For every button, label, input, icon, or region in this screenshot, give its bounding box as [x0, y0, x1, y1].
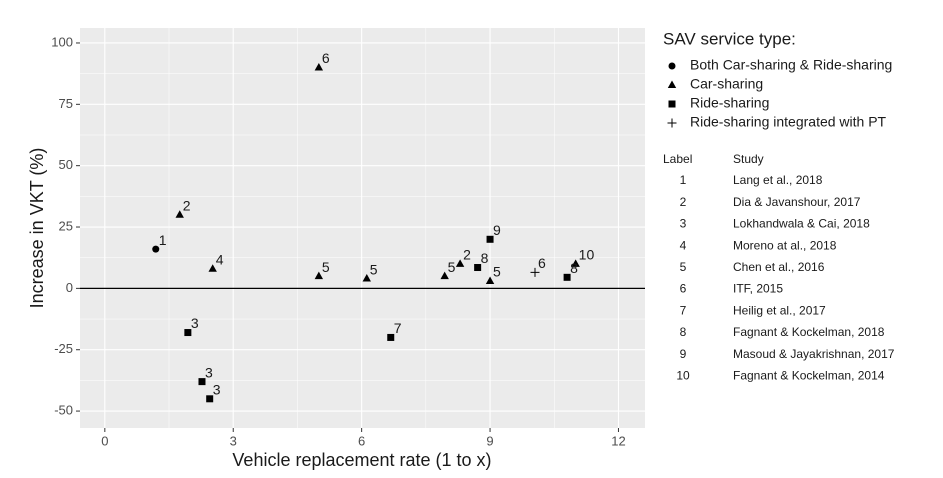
point [184, 329, 192, 337]
y-tick-label: 100 [51, 34, 73, 49]
table-cell: 4 [680, 238, 687, 252]
point-label: 5 [493, 264, 501, 280]
point-label: 10 [579, 247, 595, 263]
table-cell: 1 [680, 173, 687, 187]
point [486, 235, 494, 243]
table-cell: Fagnant & Kockelman, 2018 [733, 325, 885, 339]
point [314, 63, 324, 71]
point-label: 2 [463, 247, 471, 263]
table-cell: 2 [680, 195, 687, 209]
point-label: 3 [213, 382, 221, 398]
table-cell: Lokhandwala & Cai, 2018 [733, 217, 870, 231]
point [563, 273, 571, 281]
table-cell: Lang et al., 2018 [733, 173, 823, 187]
point [362, 274, 371, 282]
y-axis-title: Increase in VKT (%) [27, 148, 47, 309]
x-tick-label: 9 [486, 433, 493, 448]
point [387, 333, 395, 341]
table-cell: Fagnant & Kockelman, 2014 [733, 368, 885, 382]
table-cell: 10 [676, 368, 690, 382]
point-label: 5 [322, 259, 330, 275]
point-label: 8 [570, 260, 578, 276]
x-axis-title: Vehicle replacement rate (1 to x) [232, 450, 491, 470]
point [206, 395, 214, 403]
x-tick-label: 3 [230, 433, 237, 448]
point-label: 6 [538, 255, 546, 271]
legend-title: SAV service type: [663, 29, 796, 48]
table-cell: Moreno at al., 2018 [733, 238, 837, 252]
table-cell: 6 [680, 282, 687, 296]
point-label: 5 [370, 261, 378, 277]
point-label: 2 [183, 197, 191, 213]
point-label: 5 [448, 259, 456, 275]
point [198, 378, 206, 386]
point [474, 264, 482, 272]
point [152, 245, 160, 253]
point-label: 3 [191, 315, 199, 331]
table-cell: 7 [680, 303, 687, 317]
point-label: 9 [493, 222, 501, 238]
point-label: 8 [481, 250, 489, 266]
table-cell: 8 [680, 325, 687, 339]
table-header: Study [733, 152, 764, 166]
point-label: 6 [322, 50, 330, 66]
point [485, 276, 495, 285]
table-cell: Masoud & Jayakrishnan, 2017 [733, 347, 895, 361]
legend-label: Ride-sharing integrated with PT [690, 114, 887, 130]
y-tick-label: 50 [59, 157, 73, 172]
table-cell: 3 [680, 217, 687, 231]
point-label: 3 [205, 364, 213, 380]
point [314, 271, 324, 280]
y-tick-label: 0 [66, 280, 73, 295]
table-cell: Chen et al., 2016 [733, 260, 825, 274]
x-tick-label: 0 [101, 433, 108, 448]
point-label: 1 [159, 232, 167, 248]
y-tick-label: 25 [59, 218, 73, 233]
legend-label: Car-sharing [690, 76, 763, 92]
point [530, 267, 540, 277]
point [440, 271, 449, 280]
legend-key [668, 100, 676, 108]
legend-key [667, 80, 677, 88]
x-tick-label: 6 [358, 433, 365, 448]
y-tick-label: 75 [59, 96, 73, 111]
point [571, 259, 580, 267]
y-tick-label: -50 [54, 403, 73, 418]
x-tick-label: 12 [611, 433, 625, 448]
legend-key [668, 62, 676, 70]
y-tick-label: -25 [54, 341, 73, 356]
table-header: Label [663, 152, 692, 166]
table-cell: Dia & Javanshour, 2017 [733, 195, 861, 209]
point-label: 7 [394, 320, 402, 336]
table-cell: 5 [680, 260, 687, 274]
point [455, 259, 465, 267]
point [208, 264, 217, 272]
point-label: 4 [216, 251, 224, 267]
point [175, 210, 184, 218]
table-cell: ITF, 2015 [733, 282, 783, 296]
panel-background [80, 28, 645, 428]
table-cell: 9 [680, 347, 687, 361]
legend-key [667, 118, 677, 128]
table-cell: Heilig et al., 2017 [733, 303, 826, 317]
legend-label: Both Car-sharing & Ride-sharing [690, 57, 892, 73]
legend-label: Ride-sharing [690, 95, 769, 111]
